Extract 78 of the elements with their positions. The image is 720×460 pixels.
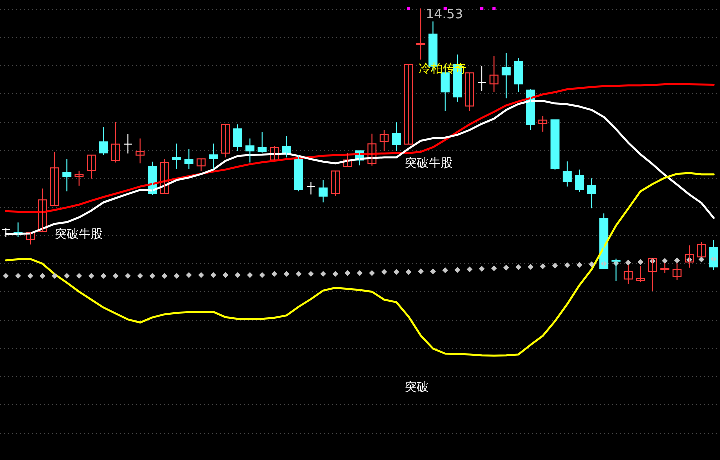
point	[454, 267, 461, 274]
point	[28, 273, 34, 280]
point	[76, 273, 82, 280]
candlestick	[99, 126, 108, 156]
candlestick	[221, 124, 230, 158]
annotation: 突破牛股	[54, 227, 103, 241]
candlestick	[209, 143, 218, 170]
candlestick	[478, 66, 487, 92]
candlestick	[380, 130, 389, 152]
point	[150, 273, 156, 280]
point	[88, 273, 94, 280]
point	[491, 266, 498, 272]
point	[406, 269, 412, 276]
point	[198, 272, 204, 278]
point	[113, 273, 119, 280]
point	[174, 273, 180, 280]
point	[576, 262, 583, 268]
point	[344, 270, 351, 276]
point	[357, 270, 363, 276]
point	[504, 265, 510, 271]
point	[418, 268, 424, 275]
point	[394, 269, 400, 276]
point	[137, 273, 144, 280]
point	[125, 273, 132, 280]
point	[480, 7, 484, 10]
candlestick	[172, 143, 182, 170]
candlestick	[62, 158, 72, 192]
point	[52, 273, 58, 280]
candlestick	[136, 138, 145, 164]
point	[40, 273, 46, 280]
point	[479, 266, 485, 272]
point	[442, 268, 448, 274]
candlestick	[258, 132, 267, 154]
point	[15, 273, 22, 280]
text: 突破	[404, 380, 429, 394]
point	[284, 271, 290, 278]
point	[369, 270, 376, 276]
point	[272, 271, 278, 278]
candlestick	[502, 52, 511, 100]
point	[259, 272, 266, 278]
point	[308, 271, 314, 278]
point	[162, 273, 168, 280]
annotation: 14.53	[426, 8, 464, 23]
point	[528, 264, 534, 270]
point	[588, 262, 595, 268]
candlestick	[331, 170, 340, 197]
point	[674, 258, 680, 264]
point	[626, 260, 632, 266]
point	[64, 273, 70, 280]
point	[100, 273, 107, 280]
candlestick	[636, 266, 646, 283]
candlestick	[318, 180, 328, 204]
point	[662, 258, 668, 264]
point	[466, 266, 473, 273]
point	[3, 273, 10, 280]
candlestick	[306, 181, 316, 196]
point	[516, 264, 522, 270]
candlestick	[404, 64, 414, 145]
point	[407, 7, 410, 10]
point	[186, 272, 192, 278]
point	[552, 263, 558, 269]
point	[210, 272, 216, 278]
point	[492, 7, 496, 10]
candlestick	[196, 158, 206, 172]
point	[430, 268, 436, 275]
point	[235, 272, 241, 278]
point	[381, 269, 388, 276]
point	[638, 259, 644, 266]
annotation: 突破牛股	[404, 156, 453, 170]
point	[320, 271, 326, 278]
candlestick	[124, 134, 133, 154]
point	[222, 272, 229, 278]
point	[698, 256, 705, 263]
point	[564, 262, 570, 268]
point	[247, 272, 254, 278]
candlestick	[74, 170, 84, 186]
point	[332, 271, 339, 278]
point	[296, 271, 302, 278]
